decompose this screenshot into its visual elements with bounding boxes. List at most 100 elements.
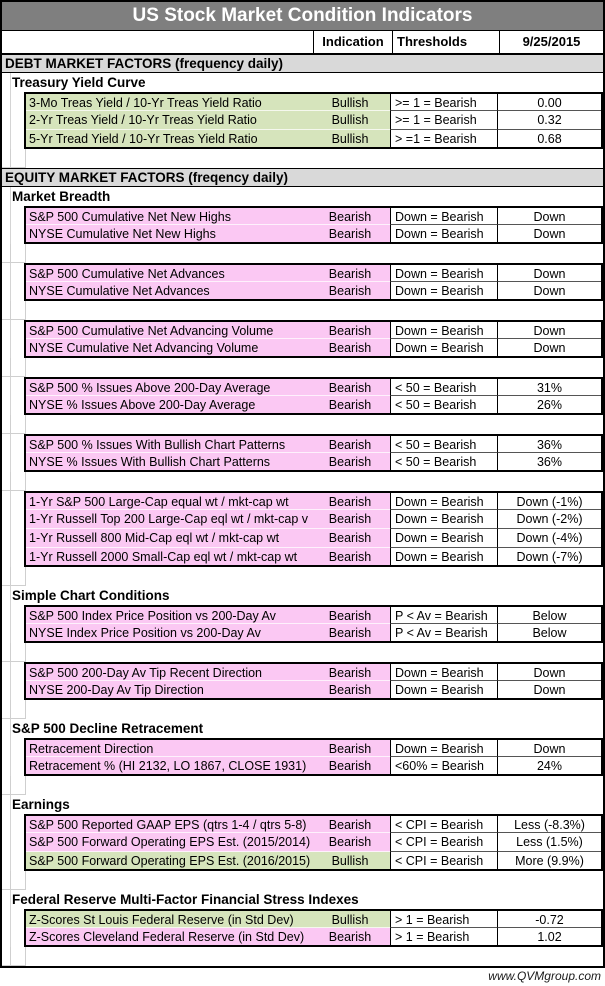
subsection-header-row: Simple Chart Conditions [12,588,170,603]
threshold-cell: Down = Bearish [390,529,498,548]
indication-cell: Bearish [310,322,390,339]
indicator-row: Z-Scores St Louis Federal Reserve (in St… [24,909,603,928]
page-title: US Stock Market Condition Indicators [2,2,603,31]
value-cell: Down [533,683,566,697]
value-cell: Down (-1%) [498,493,601,510]
threshold-cell: Down = Bearish [390,740,498,757]
value-cell: 24% [536,759,563,773]
indication-cell: Bearish [310,681,390,698]
indicator-row: 1-Yr S&P 500 Large-Cap equal wt / mkt-ca… [24,491,603,510]
spacer-row [2,700,603,719]
indicator-row: S&P 500 % Issues With Bullish Chart Patt… [24,434,603,453]
threshold-cell: > =1 = Bearish [390,130,498,147]
indicator-name-cell: S&P 500 Forward Operating EPS Est. (2015… [26,833,310,852]
indicator-name-cell: S&P 500 Cumulative Net Advancing Volume [26,322,310,339]
indicator-name-cell: Z-Scores Cleveland Federal Reserve (in S… [26,928,310,945]
threshold-cell: Down = Bearish [390,225,498,242]
value-cell: Down [498,322,601,339]
value-cell: 0.00 [498,94,601,111]
indicator-row: S&P 500 % Issues Above 200-Day Average Be… [24,377,603,396]
indication-cell: Bearish [310,740,390,757]
indicator-name-cell: NYSE Cumulative Net Advancing Volume [26,339,310,356]
value-cell: 26% [536,398,563,412]
indicator-row: NYSE Index Price Position vs 200-Day Av B… [24,624,603,643]
indicator-name-cell: 1-Yr Russell 2000 Small-Cap eql wt / mkt… [26,548,310,565]
indicator-row: NYSE Cumulative Net Advancing Volume Bear… [24,339,603,358]
subsection-header-row: S&P 500 Decline Retracement [12,721,204,736]
indicator-name-cell: S&P 500 200-Day Av Tip Recent Direction [26,664,310,681]
indication-cell: Bullish [310,111,390,130]
indicator-name-cell: NYSE 200-Day Av Tip Direction [26,681,310,698]
column-header-row: Indication Thresholds 9/25/2015 [2,31,603,54]
threshold-cell: Down = Bearish [390,265,498,282]
spacer-row [2,776,603,795]
threshold-cell: P < Av = Bearish [390,624,498,641]
threshold-cell: Down = Bearish [390,664,498,681]
indicator-row: S&P 500 Cumulative Net Advances Bearish Do… [24,263,603,282]
spacer-row [2,149,603,168]
spacer-row [2,871,603,890]
spacer-row [2,472,603,491]
spacer-row [2,415,603,434]
subsection-header-row: Earnings [12,797,70,812]
indicator-name-cell: S&P 500 Forward Operating EPS Est. (2016… [26,852,310,869]
threshold-cell: Down = Bearish [390,339,498,356]
indicator-row: Z-Scores Cleveland Federal Reserve (in S… [24,928,603,947]
value-cell: -0.72 [498,911,601,928]
indication-cell: Bearish [310,436,390,453]
indicator-row: S&P 500 Forward Operating EPS Est. (2015… [24,833,603,852]
indication-cell: Bearish [310,757,390,774]
value-cell: 0.32 [498,111,601,130]
threshold-cell: Down = Bearish [390,493,498,510]
indication-cell: Bearish [310,510,390,529]
threshold-cell: < 50 = Bearish [390,453,498,470]
indication-cell: Bearish [310,833,390,852]
indication-cell: Bearish [310,548,390,565]
indication-cell: Bullish [310,911,390,928]
source-watermark: www.QVMgroup.com [488,969,601,983]
indicator-row: Retracement % (HI 2132, LO 1867, CLOSE 1… [24,757,603,776]
threshold-cell: > 1 = Bearish [390,928,498,945]
subsection-header-row: Market Breadth [12,189,111,204]
threshold-cell: Down = Bearish [390,208,498,225]
indication-cell: Bearish [310,493,390,510]
indicator-row: S&P 500 200-Day Av Tip Recent Direction B… [24,662,603,681]
indication-cell: Bullish [310,94,390,111]
value-cell: Less (1.5%) [498,833,601,852]
value-cell: Down [498,664,601,681]
threshold-cell: > 1 = Bearish [390,911,498,928]
indication-cell: Bearish [310,928,390,945]
indicator-row: NYSE Cumulative Net New Highs Bearish Down… [24,225,603,244]
threshold-cell: Down = Bearish [390,510,498,529]
indicator-name-cell: 1-Yr Russell 800 Mid-Cap eql wt / mkt-ca… [26,529,310,548]
threshold-cell: Down = Bearish [390,681,498,698]
column-header-indication: Indication [313,31,392,53]
threshold-cell: < 50 = Bearish [390,379,498,396]
spacer-row [2,244,603,263]
indication-cell: Bearish [310,282,390,299]
value-cell: Down (-2%) [498,510,601,529]
indicator-name-cell: 1-Yr Russell Top 200 Large-Cap eql wt / … [26,510,310,529]
spacer-row [2,301,603,320]
threshold-cell: P < Av = Bearish [390,607,498,624]
indicator-name-cell: NYSE % Issues Above 200-Day Average [26,396,310,413]
indicator-name-cell: 5-Yr Tread Yield / 10-Yr Treas Yield Rat… [26,130,310,147]
value-cell: Less (-8.3%) [498,816,601,833]
indicator-name-cell: S&P 500 % Issues With Bullish Chart Patt… [26,436,310,453]
indication-cell: Bearish [310,664,390,681]
indication-cell: Bullish [310,852,390,869]
threshold-cell: < CPI = Bearish [390,852,498,869]
indicator-row: NYSE % Issues With Bullish Chart Pattern… [24,453,603,472]
indicator-name-cell: Retracement Direction [26,740,310,757]
indication-cell: Bearish [310,339,390,356]
spacer-row [2,643,603,662]
section-header-row: DEBT MARKET FACTORS (frequency daily) [2,54,603,73]
indicator-name-cell: Z-Scores St Louis Federal Reserve (in St… [26,911,310,928]
spacer-row [2,947,603,966]
spacer-row [2,567,603,586]
threshold-cell: < 50 = Bearish [390,436,498,453]
threshold-cell: >= 1 = Bearish [390,111,498,130]
threshold-cell: < CPI = Bearish [390,833,498,852]
value-cell: Down [498,740,601,757]
